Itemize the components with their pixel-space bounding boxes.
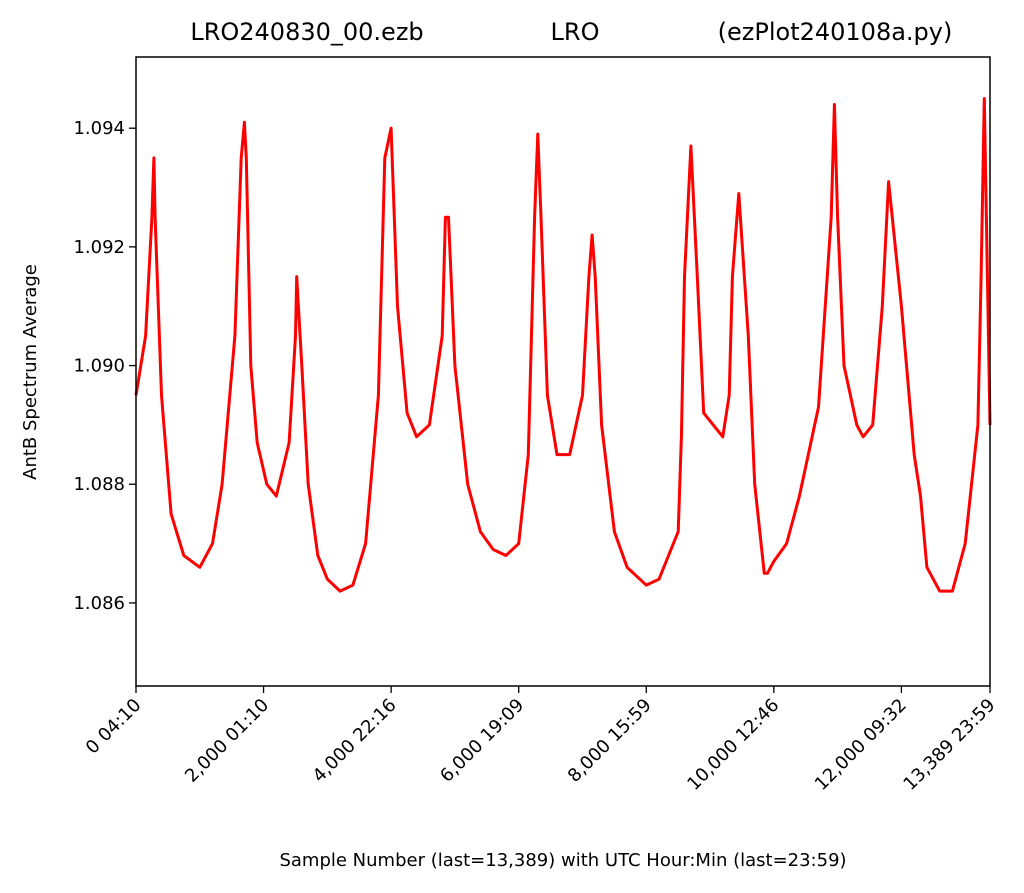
x-axis: 0 04:10 2,000 01:10 4,000 22:16 6,000 19:09… <box>82 686 1000 795</box>
title-center: LRO <box>551 18 600 46</box>
title-right: (ezPlot240108a.py) <box>718 18 953 46</box>
x-axis-label: Sample Number (last=13,389) with UTC Hou… <box>279 850 846 871</box>
y-tick-label: 1.090 <box>73 356 125 377</box>
x-tick-label: 0 04:10 <box>82 695 146 759</box>
x-tick-label: 8,000 15:59 <box>564 695 656 787</box>
x-tick-label: 13,389 23:59 <box>899 695 999 795</box>
y-tick-label: 1.086 <box>73 593 125 614</box>
title-left: LRO240830_00.ezb <box>190 18 423 46</box>
plot-area <box>134 97 992 593</box>
y-tick-label: 1.094 <box>73 118 125 139</box>
series-line-0 <box>134 97 992 593</box>
y-axis-label: AntB Spectrum Average <box>20 264 41 480</box>
y-tick-label: 1.092 <box>73 237 125 258</box>
x-tick-label: 4,000 22:16 <box>309 695 401 787</box>
x-tick-label: 2,000 01:10 <box>181 695 273 787</box>
x-tick-label: 10,000 12:46 <box>683 695 783 795</box>
x-tick-label: 12,000 09:32 <box>811 695 911 795</box>
plot-frame <box>135 56 991 687</box>
y-tick-label: 1.088 <box>73 474 125 495</box>
x-tick-label: 6,000 19:09 <box>436 695 528 787</box>
y-axis: 1.086 1.088 1.090 1.092 1.094 <box>73 118 136 614</box>
